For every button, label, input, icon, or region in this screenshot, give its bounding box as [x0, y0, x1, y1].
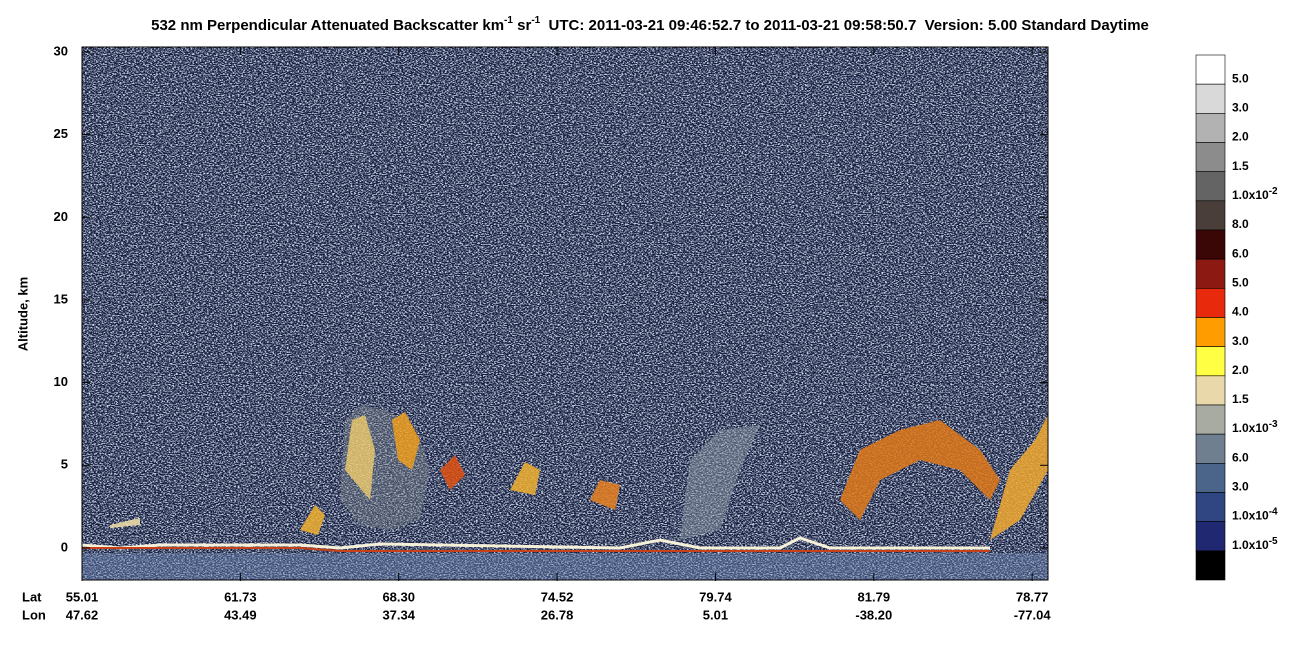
x-tick-label: 79.74	[699, 589, 732, 604]
colorbar-label: 1.0x10-3	[1232, 419, 1278, 436]
colorbar-label: 3.0	[1232, 101, 1249, 115]
colorbar-swatch	[1195, 113, 1226, 143]
colorbar-swatch	[1195, 229, 1226, 260]
colorbar-swatch	[1195, 83, 1226, 114]
colorbar-swatch	[1195, 142, 1226, 172]
colorbar-label: 1.0x10-2	[1232, 185, 1278, 202]
heatmap-noise	[82, 47, 1048, 580]
x-row-name: Lon	[22, 607, 46, 622]
x-tick-label: 78.77	[1016, 589, 1049, 604]
y-tick-label: 5	[61, 457, 68, 472]
x-tick-label: 81.79	[858, 589, 891, 604]
x-tick-label: 68.30	[382, 589, 415, 604]
x-tick-label: 43.49	[224, 607, 257, 622]
colorbar-label: 5.0	[1232, 276, 1249, 290]
colorbar-label: 3.0	[1232, 480, 1249, 494]
colorbar-swatch	[1195, 521, 1226, 552]
y-tick-label: 30	[54, 43, 68, 58]
x-tick-label: 47.62	[66, 607, 99, 622]
colorbar-label-exponent: -2	[1269, 185, 1278, 196]
colorbar-label-base: 1.0x10	[1232, 421, 1269, 435]
subsurface-noise	[82, 553, 1048, 580]
title-text: sr	[513, 17, 532, 34]
colorbar-swatch	[1195, 375, 1226, 406]
colorbar-swatch	[1195, 317, 1226, 347]
colorbar-swatch	[1195, 54, 1226, 85]
y-tick-label: 25	[54, 126, 68, 141]
title-text: UTC: 2011-03-21 09:46:52.7 to 2011-03-21…	[540, 17, 1149, 34]
colorbar-swatch	[1195, 463, 1226, 493]
colorbar-label: 1.5	[1232, 392, 1249, 406]
colorbar-label-exponent: -3	[1269, 419, 1278, 430]
colorbar-label: 1.0x10-4	[1232, 506, 1278, 523]
colorbar-label: 1.0x10-5	[1232, 535, 1278, 552]
colorbar-label: 2.0	[1232, 130, 1249, 144]
colorbar-label: 8.0	[1232, 217, 1249, 231]
x-row-name: Lat	[22, 589, 42, 604]
title-text: 532 nm Perpendicular Attenuated Backscat…	[151, 17, 504, 34]
plot-frame	[81, 46, 1049, 581]
x-tick-label: 26.78	[541, 607, 574, 622]
x-tick-label: -77.04	[1014, 607, 1052, 622]
colorbar-label-exponent: -5	[1269, 535, 1278, 546]
colorbar-swatch	[1195, 492, 1226, 522]
y-tick-label: 0	[61, 539, 68, 554]
y-tick-label: 20	[54, 209, 68, 224]
colorbar-label-base: 1.0x10	[1232, 188, 1269, 202]
colorbar-label: 1.5	[1232, 159, 1249, 173]
surface-return	[82, 536, 990, 550]
colorbar-label: 6.0	[1232, 246, 1249, 260]
colorbar-swatch	[1195, 258, 1226, 289]
y-axis-label: Altitude, km	[15, 277, 30, 351]
title-exponent: -1	[504, 15, 513, 26]
colorbar-swatch	[1195, 171, 1226, 202]
colorbar-swatch	[1195, 433, 1226, 464]
y-tick-label: 10	[54, 374, 68, 389]
colorbar-label-base: 1.0x10	[1232, 538, 1269, 552]
colorbar-label: 5.0	[1232, 71, 1249, 85]
cloud-features	[110, 405, 1048, 540]
x-tick-label: 74.52	[541, 589, 574, 604]
colorbar-swatch	[1195, 200, 1226, 231]
x-tick-label: 55.01	[66, 589, 99, 604]
colorbar-label: 4.0	[1232, 305, 1249, 319]
x-tick-label: 5.01	[703, 607, 728, 622]
x-tick-label: 61.73	[224, 589, 257, 604]
colorbar-label: 6.0	[1232, 451, 1249, 465]
colorbar-swatch	[1195, 404, 1226, 435]
colorbar-swatch	[1195, 288, 1226, 318]
colorbar-label-base: 1.0x10	[1232, 509, 1269, 523]
colorbar-swatch	[1195, 550, 1226, 581]
heatmap-image	[82, 47, 1048, 580]
x-tick-label: 37.34	[382, 607, 415, 622]
y-tick-label: 15	[54, 291, 68, 306]
surface-return	[82, 547, 990, 552]
title-exponent: -1	[531, 15, 540, 26]
x-tick-label: -38.20	[855, 607, 892, 622]
colorbar-swatch	[1195, 346, 1226, 377]
colorbar-label: 3.0	[1232, 334, 1249, 348]
chart-title: 532 nm Perpendicular Attenuated Backscat…	[151, 15, 1149, 34]
colorbar-label: 2.0	[1232, 363, 1249, 377]
colorbar-label-exponent: -4	[1269, 506, 1278, 517]
